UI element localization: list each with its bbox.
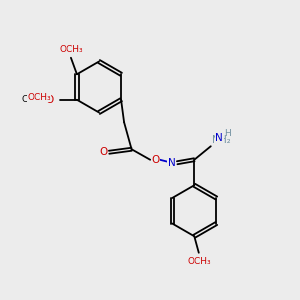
Text: N: N <box>215 133 223 143</box>
Text: NH₂: NH₂ <box>212 135 231 145</box>
Text: O: O <box>100 147 108 157</box>
Text: H: H <box>224 128 231 137</box>
Text: OCH₃: OCH₃ <box>188 257 211 266</box>
Text: OCH₃: OCH₃ <box>27 93 51 102</box>
Text: O: O <box>46 95 54 105</box>
Text: N: N <box>168 158 176 168</box>
Text: CH₃: CH₃ <box>22 95 38 104</box>
Text: OCH₃: OCH₃ <box>59 45 83 54</box>
Text: O: O <box>152 155 160 165</box>
